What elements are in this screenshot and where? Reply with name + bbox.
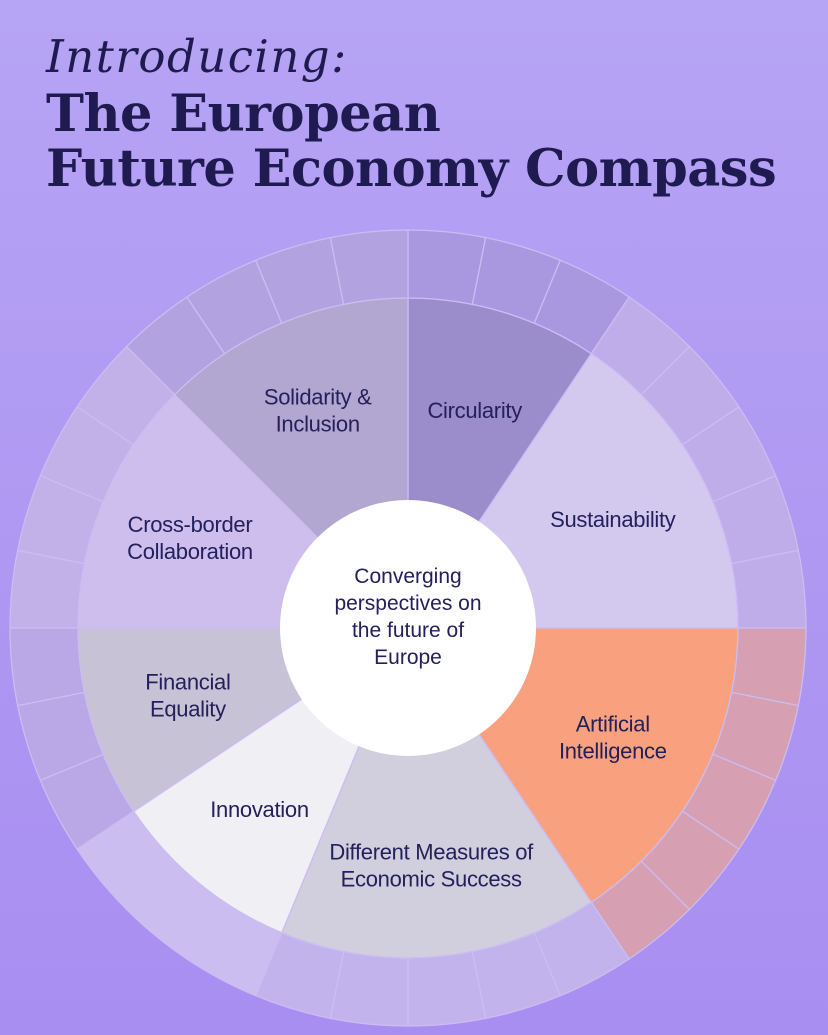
page-title-line2: Future Economy Compass xyxy=(46,139,777,200)
center-label-line: Converging xyxy=(354,565,462,588)
wedge-label-solidarity-inclusion: Solidarity & Inclusion xyxy=(264,385,372,437)
wedge-label-sustainability: Sustainability xyxy=(550,507,676,532)
center-label: Converging perspectives on the future of… xyxy=(288,563,528,671)
center-label-line: Europe xyxy=(374,646,442,669)
ring-cell-different-measures-3 xyxy=(407,951,487,1027)
wedge-label-innovation: Innovation xyxy=(210,797,309,822)
ring-cell-solidarity-inclusion-4 xyxy=(329,229,409,305)
page-title: The European Future Economy Compass xyxy=(46,84,777,200)
wedge-label-artificial-intelligence: Artificial Intelligence xyxy=(559,711,667,763)
title-block: Introducing: The European Future Economy… xyxy=(46,30,777,200)
page-title-line1: The European xyxy=(46,84,441,144)
wedge-label-cross-border-collaboration: Cross-border Collaboration xyxy=(127,512,253,564)
wedge-label-different-measures: Different Measures of Economic Success xyxy=(329,839,534,891)
ring-cell-sustainability-5 xyxy=(731,549,807,629)
ring-cell-financial-equality-3 xyxy=(9,627,85,707)
title-script: Introducing: xyxy=(46,30,348,83)
center-label-line: perspectives on xyxy=(334,592,482,615)
wedge-label-circularity: Circularity xyxy=(427,398,522,423)
center-label-line: the future of xyxy=(351,619,465,642)
center-circle xyxy=(280,500,536,756)
wedge-label-financial-equality: Financial Equality xyxy=(145,669,230,721)
